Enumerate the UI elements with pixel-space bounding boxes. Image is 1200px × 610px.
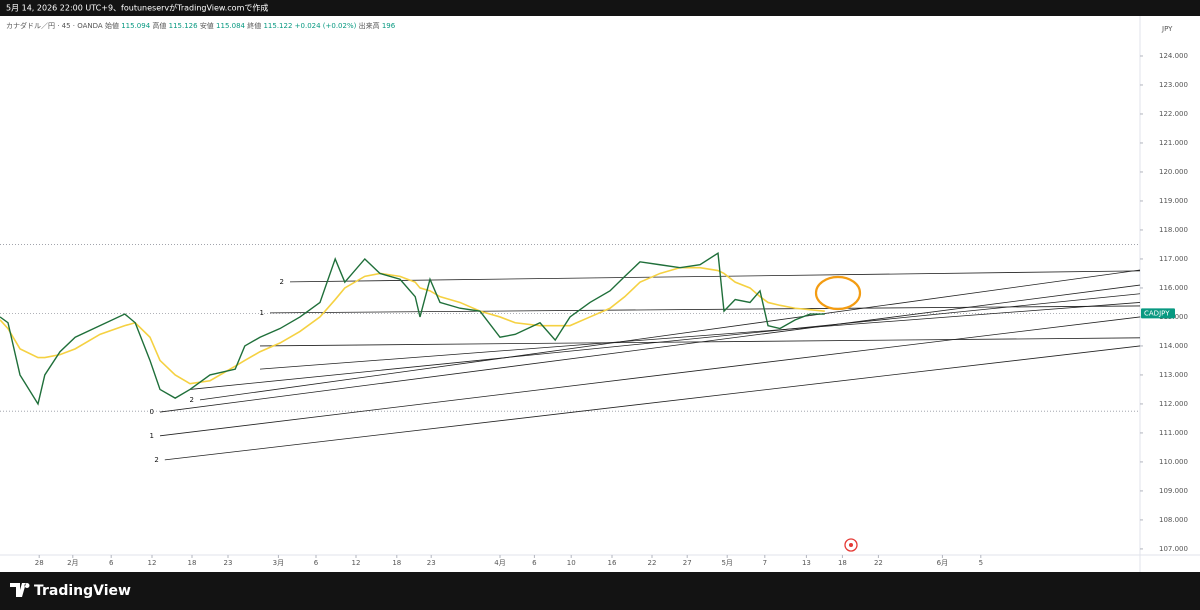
y-tick-label: 111.000: [1159, 429, 1188, 437]
change: +0.024 (+0.02%): [295, 22, 357, 30]
chart-area: [0, 16, 1200, 572]
x-tick-label: 18: [838, 559, 847, 567]
trendline: [199, 269, 1141, 401]
fib-label: 2: [280, 278, 284, 286]
x-tick-label: 5月: [721, 559, 732, 567]
ohlc-value: 115.122: [263, 22, 292, 30]
trendline: [189, 293, 1141, 390]
y-tick-label: 107.000: [1159, 545, 1188, 553]
y-tick-label: 108.000: [1159, 516, 1188, 524]
y-tick-label: 122.000: [1159, 110, 1188, 118]
trendline: [259, 302, 1141, 370]
trendline: [159, 316, 1141, 437]
fib-label: 1: [150, 432, 154, 440]
trendline: [164, 345, 1141, 461]
fib-label: 1: [260, 309, 264, 317]
y-tick-label: 121.000: [1159, 139, 1188, 147]
annotation-circle: [814, 275, 862, 311]
ohlc-label: 高値: [152, 21, 166, 30]
bottom-bar: [0, 572, 1200, 610]
x-tick-label: 7: [763, 559, 767, 567]
y-tick-label: 114.000: [1159, 342, 1188, 350]
ticker-tag: [1141, 308, 1175, 319]
fib-label: 2: [154, 456, 158, 464]
y-tick-label: 123.000: [1159, 81, 1188, 89]
x-tick-label: 6: [314, 559, 319, 567]
x-tick-label: 6: [109, 559, 114, 567]
x-tick-label: 10: [567, 559, 576, 567]
logo-icon: [10, 583, 30, 597]
x-tick-label: 22: [648, 559, 657, 567]
ticker-label: CADJPY: [1144, 309, 1170, 317]
y-tick-label: 113.000: [1159, 371, 1188, 379]
x-tick-label: 28: [35, 559, 44, 567]
y-tick-label: 120.000: [1159, 168, 1188, 176]
x-tick-label: 6: [532, 559, 537, 567]
x-tick-label: 18: [188, 559, 197, 567]
ohlc-value: 115.126: [169, 22, 198, 30]
x-tick-label: 22: [874, 559, 883, 567]
brand: TradingView: [34, 583, 131, 599]
event-icon: [844, 538, 858, 552]
caption: 5月 14, 2026 22:00 UTC+9、foutuneservがTrad…: [6, 3, 268, 13]
ohlc-label: 始値: [105, 21, 119, 30]
trendline: [289, 270, 1141, 283]
y-tick-label: 110.000: [1159, 458, 1188, 466]
price-line: [0, 251, 825, 406]
x-tick-label: 12: [352, 559, 361, 567]
y-tick-label: 119.000: [1159, 197, 1188, 205]
top-bar: [0, 0, 1200, 16]
ohlc-value: 115.084: [216, 22, 245, 30]
x-tick-label: 3月: [273, 559, 284, 567]
ohlc-label: 安値: [200, 21, 214, 30]
trendline: [269, 305, 1141, 314]
x-tick-label: 16: [608, 559, 617, 567]
legend: カナダドル／円 · 45 · OANDA 始値 115.094 高値 115.1…: [6, 21, 396, 30]
y-tick-label: 124.000: [1159, 52, 1188, 60]
x-tick-label: 2月: [67, 559, 78, 567]
y-tick-label: 118.000: [1159, 226, 1188, 234]
x-tick-label: 13: [802, 559, 811, 567]
volume-label: 出来高: [359, 21, 380, 30]
y-tick-label: 117.000: [1159, 255, 1188, 263]
trendline: [159, 284, 1141, 413]
y-tick-label: 109.000: [1159, 487, 1188, 495]
plot: 107.000 108.000 109.000 110.000 111.000 112.0…: [0, 52, 1188, 567]
x-tick-label: 4月: [494, 559, 505, 567]
ohlc-value: 115.094: [121, 22, 150, 30]
x-tick-label: 6月: [937, 559, 948, 567]
fib-label: 2: [190, 396, 194, 404]
x-tick-label: 23: [224, 559, 233, 567]
currency: JPY: [1161, 25, 1173, 33]
y-tick-label: 112.000: [1159, 400, 1188, 408]
x-tick-label: 12: [148, 559, 157, 567]
x-tick-label: 18: [392, 559, 401, 567]
fib-label: 0: [150, 408, 154, 416]
volume-value: 196: [382, 22, 396, 30]
ohlc-label: 終値: [247, 21, 261, 30]
event-icon-dot: [849, 543, 853, 547]
symbol: カナダドル／円 · 45 · OANDA: [6, 21, 103, 30]
y-tick-label: 116.000: [1159, 284, 1188, 292]
x-tick-label: 27: [683, 559, 692, 567]
x-tick-label: 23: [427, 559, 436, 567]
price-line: [0, 266, 825, 385]
x-tick-label: 5: [979, 559, 983, 567]
